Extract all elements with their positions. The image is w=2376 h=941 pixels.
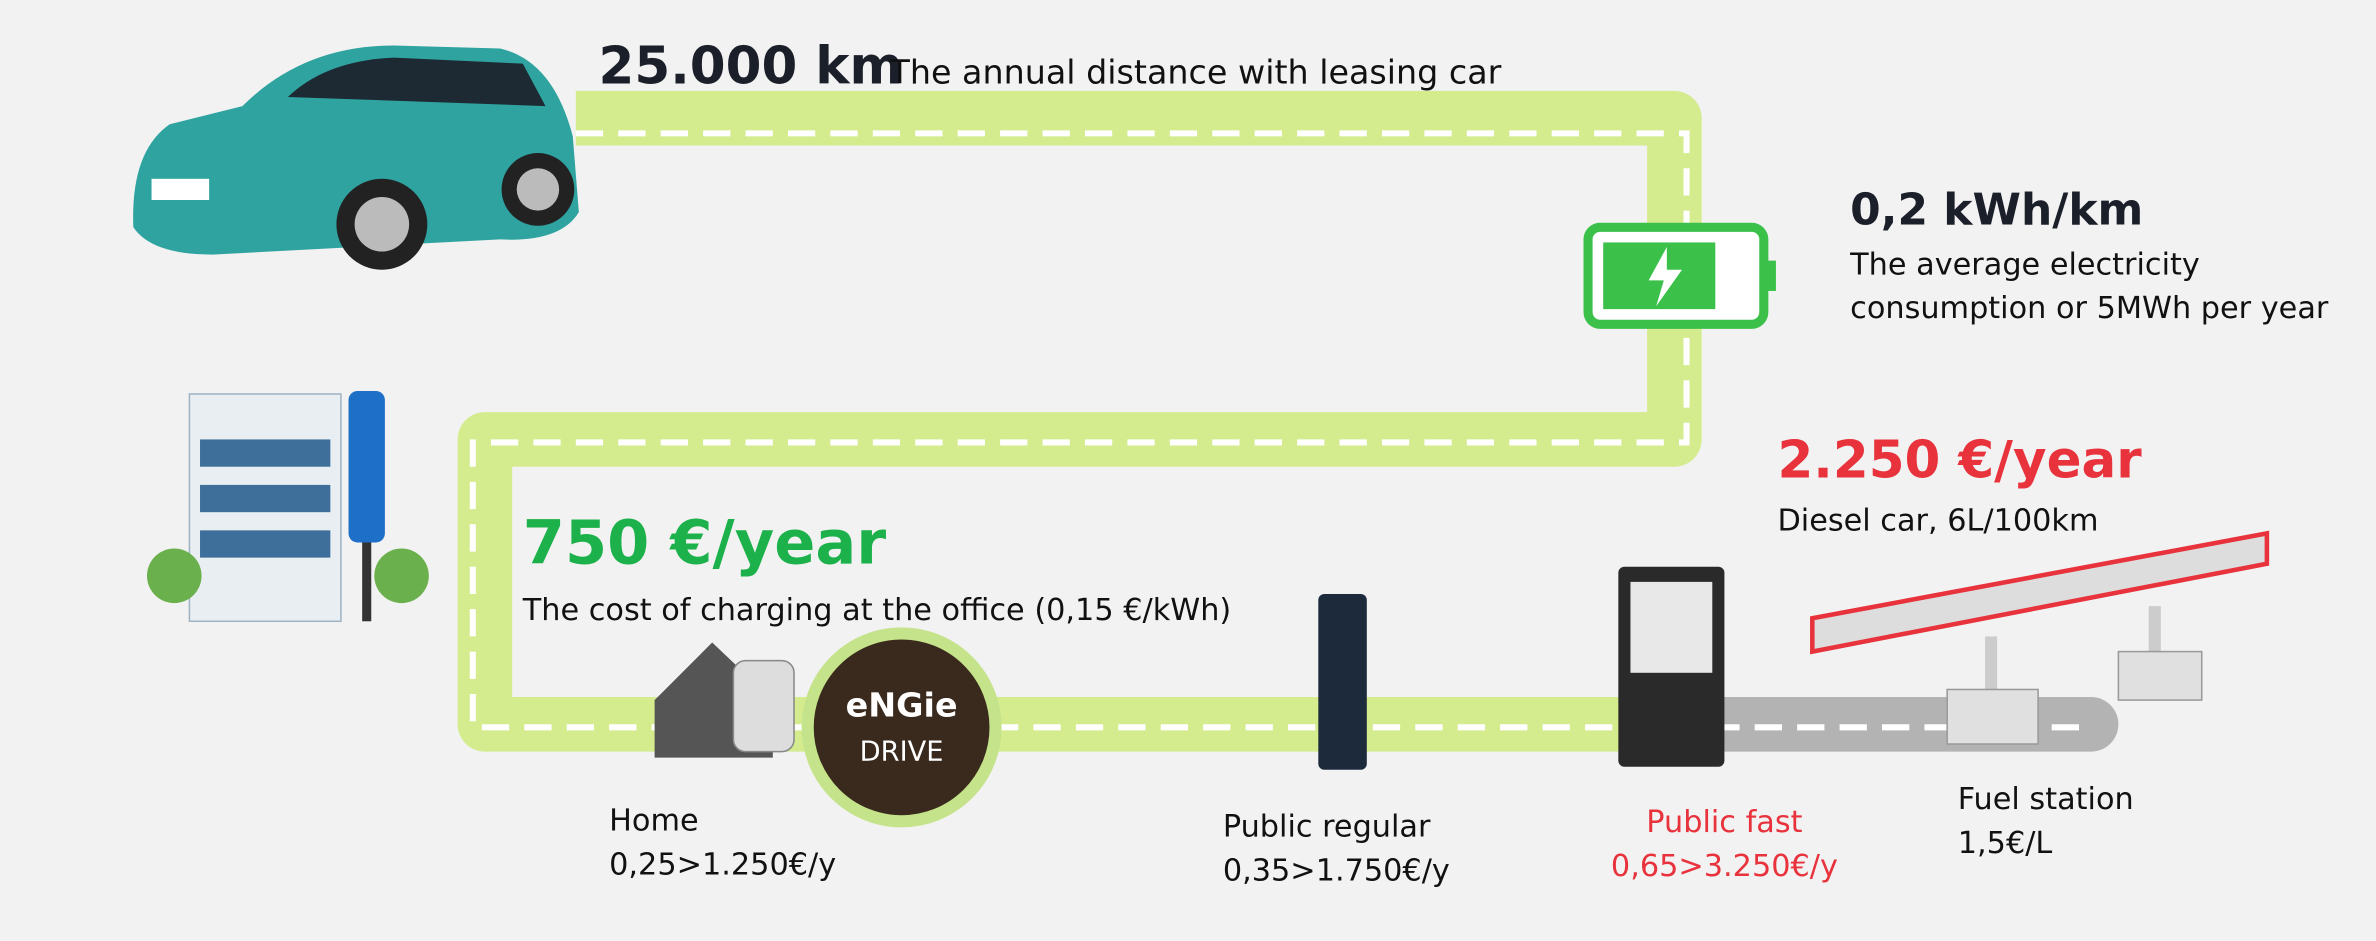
fast-charger-icon xyxy=(1618,567,1724,767)
option-price: 1,5€/L xyxy=(1958,826,2053,861)
option-label: Home xyxy=(609,803,698,838)
distance-caption: The annual distance with leasing car xyxy=(888,52,1501,91)
consumption-caption: The average electricity xyxy=(1849,247,2200,282)
consumption-value: 0,2 kWh/km xyxy=(1850,184,2143,235)
battery-icon xyxy=(1588,227,1776,324)
option-label: Public fast xyxy=(1646,805,1802,840)
option-price: 0,65>3.250€/y xyxy=(1611,849,1838,884)
logo-product: DRIVE xyxy=(860,737,944,768)
diesel-cost-value: 2.250 €/year xyxy=(1777,430,2142,490)
option-price: 0,35>1.750€/y xyxy=(1223,853,1450,888)
diesel-cost-caption: Diesel car, 6L/100km xyxy=(1777,503,2098,538)
option-price: 0,25>1.250€/y xyxy=(609,847,836,882)
engie-logo: eNGie DRIVE xyxy=(808,633,996,821)
logo-brand: eNGie xyxy=(846,686,958,725)
office-cost-value: 750 €/year xyxy=(523,509,886,579)
office-cost-caption: The cost of charging at the office (0,15… xyxy=(522,593,1231,628)
option-label: Fuel station xyxy=(1958,782,2134,817)
distance-value: 25.000 km xyxy=(599,36,904,96)
option-label: Public regular xyxy=(1223,809,1431,844)
page: eNGie DRIVE 25.000 km The annual distanc… xyxy=(0,0,2376,941)
infographic: eNGie DRIVE 25.000 km The annual distanc… xyxy=(0,0,2376,941)
consumption-caption: consumption or 5MWh per year xyxy=(1850,291,2329,326)
regular-charger-icon xyxy=(1318,594,1366,770)
